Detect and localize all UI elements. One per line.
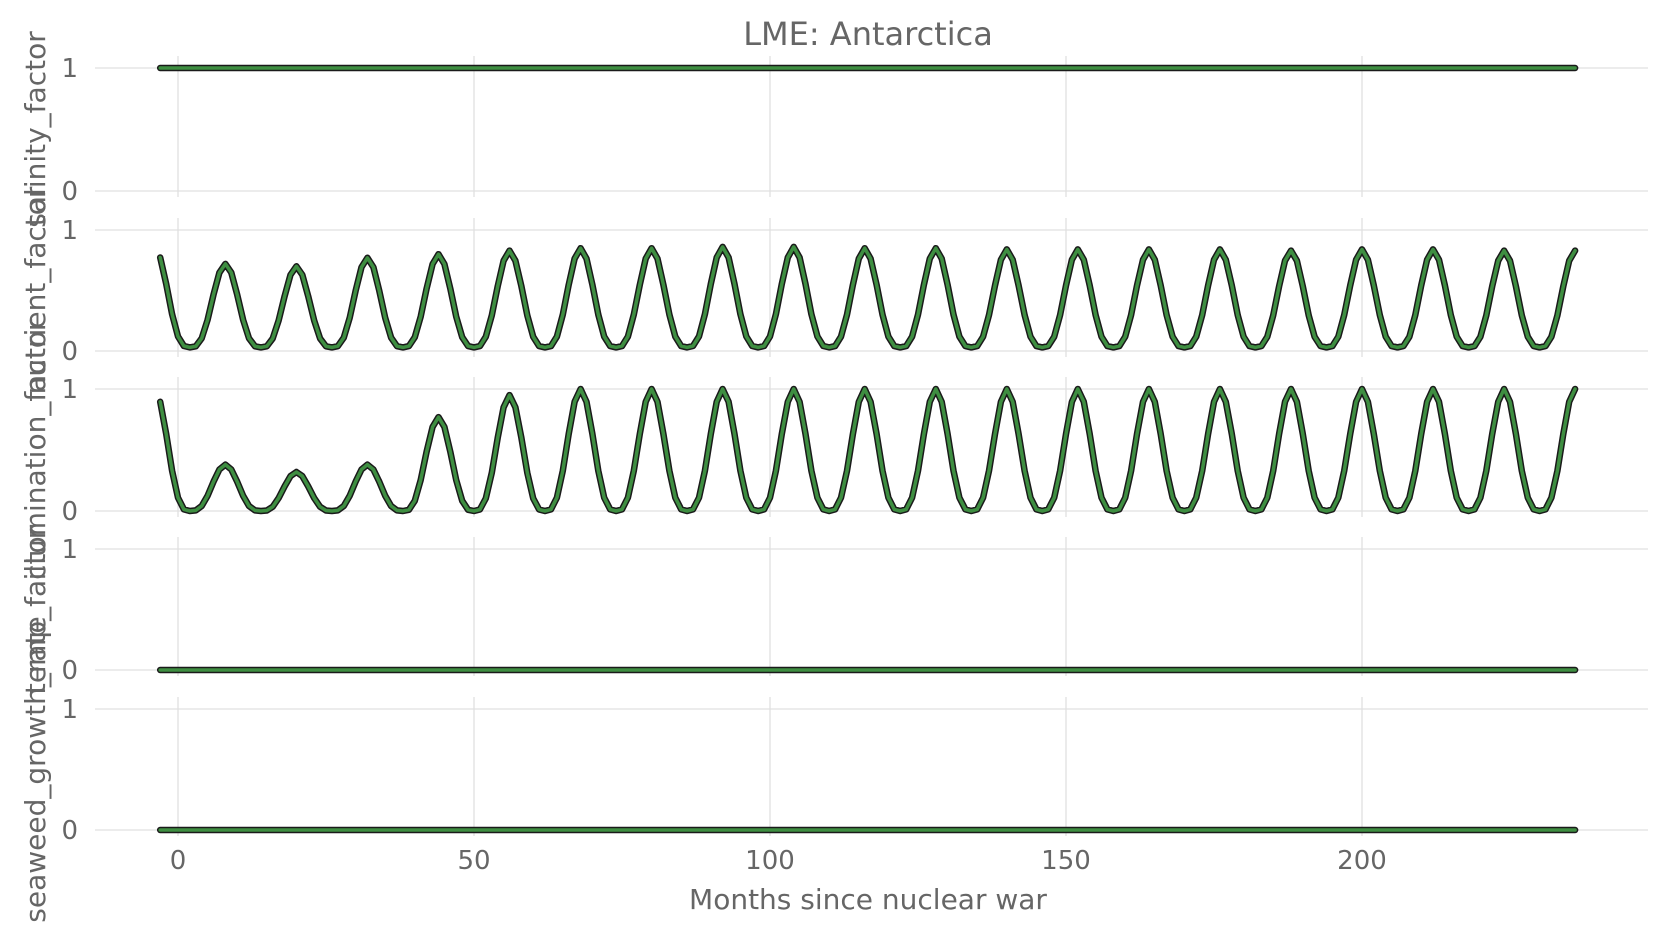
x-tick-label: 0 xyxy=(170,846,187,876)
x-tick-label: 100 xyxy=(745,846,795,876)
x-tick-label: 200 xyxy=(1337,846,1387,876)
y-tick-label: 1 xyxy=(61,54,78,84)
x-axis: 0 50 100 150 200 xyxy=(170,846,1387,876)
y-axis-label: nutrient_factor xyxy=(19,186,52,394)
y-tick-label: 0 xyxy=(61,656,78,686)
series-line-outline xyxy=(156,243,1579,351)
y-tick-label: 1 xyxy=(61,375,78,405)
panel-temp_factor: 0 1 temp_factor xyxy=(19,524,1648,694)
series-line xyxy=(158,387,1577,513)
panel-seaweed_growth_rate: 0 1 seaweed_growth_rate xyxy=(19,616,1648,923)
y-axis-label: illumination_factor xyxy=(19,319,52,580)
y-axis-label: seaweed_growth_rate xyxy=(19,616,52,922)
x-tick-label: 50 xyxy=(457,846,490,876)
subplot-panels: 0 1 salinity_factor 0 1 nutrient_factor 0 1 illu… xyxy=(19,31,1648,923)
y-axis-label: temp_factor xyxy=(19,524,52,694)
series-line-outline xyxy=(156,385,1579,515)
x-axis-label: Months since nuclear war xyxy=(689,883,1047,916)
panel-salinity_factor: 0 1 salinity_factor xyxy=(19,31,1648,228)
y-tick-label: 1 xyxy=(61,695,78,725)
y-tick-label: 1 xyxy=(61,535,78,565)
y-tick-label: 0 xyxy=(61,177,78,207)
y-tick-label: 1 xyxy=(61,216,78,246)
y-axis-label: salinity_factor xyxy=(19,31,52,228)
series-line xyxy=(158,245,1577,350)
panel-illumination_factor: 0 1 illumination_factor xyxy=(19,319,1648,580)
y-tick-label: 0 xyxy=(61,337,78,367)
y-tick-label: 0 xyxy=(61,497,78,527)
y-tick-label: 0 xyxy=(61,816,78,846)
x-tick-label: 150 xyxy=(1041,846,1091,876)
chart-title: LME: Antarctica xyxy=(743,15,993,53)
panel-nutrient_factor: 0 1 nutrient_factor xyxy=(19,186,1648,394)
